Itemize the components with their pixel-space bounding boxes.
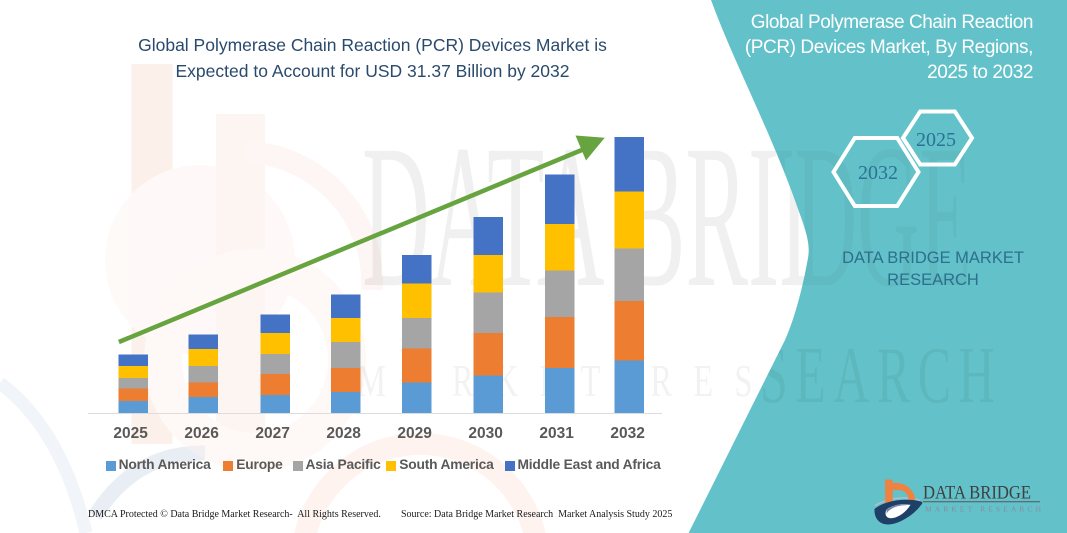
svg-text:2025: 2025 xyxy=(916,129,956,151)
svg-text:DATA BRIDGE: DATA BRIDGE xyxy=(923,483,1031,504)
svg-text:SEARCH: SEARCH xyxy=(760,332,1002,420)
svg-text:MARKET RESEARCH: MARKET RESEARCH xyxy=(925,505,1044,514)
svg-text:2032: 2032 xyxy=(858,162,898,184)
